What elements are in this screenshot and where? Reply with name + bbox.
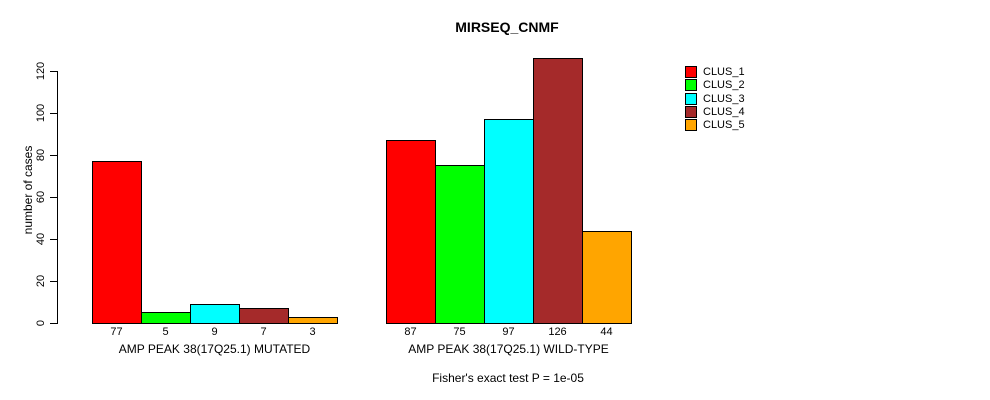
group-axis-label: AMP PEAK 38(17Q25.1) WILD-TYPE bbox=[408, 342, 609, 356]
legend-color-swatch bbox=[685, 93, 697, 105]
bar-value-label: 87 bbox=[404, 326, 417, 338]
y-tick-mark bbox=[50, 197, 57, 198]
bar bbox=[435, 165, 485, 324]
legend-color-swatch bbox=[685, 119, 697, 131]
legend-color-swatch bbox=[685, 106, 697, 118]
y-tick-mark bbox=[50, 155, 57, 156]
legend-label: CLUS_2 bbox=[703, 79, 745, 91]
bar bbox=[288, 317, 338, 324]
y-tick-mark bbox=[50, 113, 57, 114]
bar bbox=[239, 308, 289, 324]
bar bbox=[533, 58, 583, 324]
y-tick-label: 80 bbox=[35, 148, 47, 162]
footnote: Fisher's exact test P = 1e-05 bbox=[432, 371, 584, 385]
bar bbox=[484, 119, 534, 324]
y-axis-line bbox=[57, 71, 58, 324]
y-tick-mark bbox=[50, 323, 57, 324]
y-tick-label: 100 bbox=[35, 103, 47, 123]
legend-label: CLUS_1 bbox=[703, 66, 745, 78]
legend-color-swatch bbox=[685, 79, 697, 91]
bar-value-label: 77 bbox=[110, 326, 123, 338]
bar bbox=[386, 140, 436, 324]
bar-value-label: 9 bbox=[211, 326, 218, 338]
y-tick-label: 0 bbox=[35, 319, 47, 327]
bar-value-label: 3 bbox=[309, 326, 316, 338]
legend-label: CLUS_5 bbox=[703, 119, 745, 131]
bar bbox=[190, 304, 240, 324]
group-axis-label: AMP PEAK 38(17Q25.1) MUTATED bbox=[118, 342, 311, 356]
legend-color-swatch bbox=[685, 66, 697, 78]
y-tick-mark bbox=[50, 239, 57, 240]
y-tick-label: 60 bbox=[35, 190, 47, 204]
y-tick-label: 20 bbox=[35, 274, 47, 288]
bar-value-label: 126 bbox=[548, 326, 567, 338]
bar-value-label: 5 bbox=[162, 326, 169, 338]
y-tick-mark bbox=[50, 281, 57, 282]
y-axis-title: number of cases bbox=[21, 145, 35, 235]
bar-value-label: 75 bbox=[453, 326, 466, 338]
y-tick-label: 40 bbox=[35, 232, 47, 246]
y-tick-label: 120 bbox=[35, 61, 47, 81]
bar-value-label: 44 bbox=[600, 326, 613, 338]
bar bbox=[582, 231, 632, 324]
y-tick-mark bbox=[50, 71, 57, 72]
chart-title: MIRSEQ_CNMF bbox=[455, 19, 559, 35]
bar-value-label: 97 bbox=[502, 326, 515, 338]
bar-value-label: 7 bbox=[260, 326, 267, 338]
legend-label: CLUS_3 bbox=[703, 93, 745, 105]
bar bbox=[92, 161, 142, 324]
bar bbox=[141, 312, 191, 324]
legend-label: CLUS_4 bbox=[703, 106, 745, 118]
